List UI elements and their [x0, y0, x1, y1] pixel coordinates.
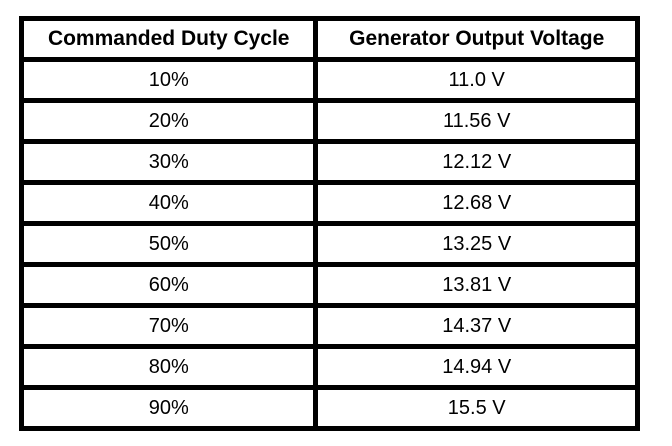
duty-cycle-cell: 50%	[18, 221, 319, 267]
duty-cycle-cell: 10%	[18, 57, 319, 103]
table-row: 50% 13.25 V	[18, 221, 640, 267]
table-row: 30% 12.12 V	[18, 139, 640, 185]
duty-cycle-voltage-table: Commanded Duty Cycle Generator Output Vo…	[18, 16, 640, 431]
voltage-cell: 11.56 V	[313, 98, 640, 144]
table-header-row: Commanded Duty Cycle Generator Output Vo…	[18, 16, 640, 62]
voltage-cell: 13.81 V	[313, 262, 640, 308]
duty-cycle-cell: 90%	[18, 385, 319, 431]
duty-cycle-cell: 80%	[18, 344, 319, 390]
voltage-cell: 13.25 V	[313, 221, 640, 267]
table-row: 10% 11.0 V	[18, 57, 640, 103]
table-row: 80% 14.94 V	[18, 344, 640, 390]
column-header-output-voltage: Generator Output Voltage	[313, 16, 640, 62]
voltage-cell: 11.0 V	[313, 57, 640, 103]
duty-cycle-cell: 40%	[18, 180, 319, 226]
duty-cycle-cell: 30%	[18, 139, 319, 185]
table-row: 70% 14.37 V	[18, 303, 640, 349]
column-header-duty-cycle: Commanded Duty Cycle	[18, 16, 319, 62]
table-row: 40% 12.68 V	[18, 180, 640, 226]
table-row: 60% 13.81 V	[18, 262, 640, 308]
table-row: 20% 11.56 V	[18, 98, 640, 144]
voltage-cell: 12.68 V	[313, 180, 640, 226]
duty-cycle-cell: 20%	[18, 98, 319, 144]
duty-cycle-cell: 60%	[18, 262, 319, 308]
voltage-cell: 14.94 V	[313, 344, 640, 390]
duty-cycle-cell: 70%	[18, 303, 319, 349]
voltage-cell: 12.12 V	[313, 139, 640, 185]
voltage-cell: 15.5 V	[313, 385, 640, 431]
voltage-cell: 14.37 V	[313, 303, 640, 349]
table-row: 90% 15.5 V	[18, 385, 640, 431]
